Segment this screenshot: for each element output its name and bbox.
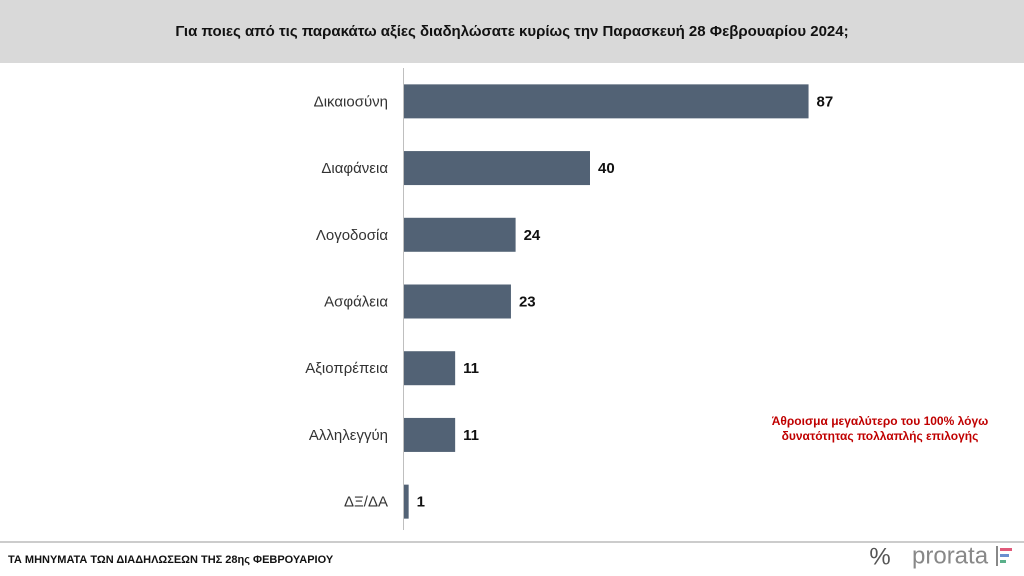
bar: [404, 151, 590, 186]
category-label: Ασφάλεια: [324, 293, 388, 310]
bar: [404, 284, 511, 319]
category-label: Αξιοπρέπεια: [305, 360, 388, 377]
bar: [404, 217, 516, 252]
header-band: [0, 0, 1024, 63]
bar: [404, 484, 409, 519]
value-label: 11: [463, 360, 479, 377]
footer-text: ΤΑ ΜΗΝΥΜΑΤΑ ΤΩΝ ΔΙΑΔΗΛΩΣΕΩΝ ΤΗΣ 28ης ΦΕΒ…: [8, 554, 334, 566]
value-label: 23: [519, 293, 536, 310]
annotation: δυνατότητας πολλαπλής επιλογής: [782, 429, 979, 443]
category-label: ΔΞ/ΔΑ: [344, 494, 388, 511]
value-label: 87: [817, 93, 834, 110]
category-label: Αλληλεγγύη: [309, 427, 388, 444]
bar: [404, 84, 809, 119]
logo-mark: %: [869, 543, 890, 570]
category-label: Δικαιοσύνη: [314, 93, 388, 110]
value-label: 40: [598, 160, 615, 177]
value-label: 1: [417, 494, 425, 511]
bar: [404, 351, 456, 386]
logo: prorata: [912, 542, 989, 569]
category-label: Διαφάνεια: [321, 160, 388, 177]
annotation: Άθροισμα μεγαλύτερο του 100% λόγω: [772, 414, 989, 428]
logo-icon: [996, 546, 1012, 566]
chart-title: Για ποιες από τις παρακάτω αξίες διαδηλώ…: [175, 23, 848, 40]
bar: [404, 417, 456, 452]
category-label: Λογοδοσία: [316, 227, 388, 244]
value-label: 11: [463, 427, 479, 444]
value-label: 24: [524, 227, 541, 244]
